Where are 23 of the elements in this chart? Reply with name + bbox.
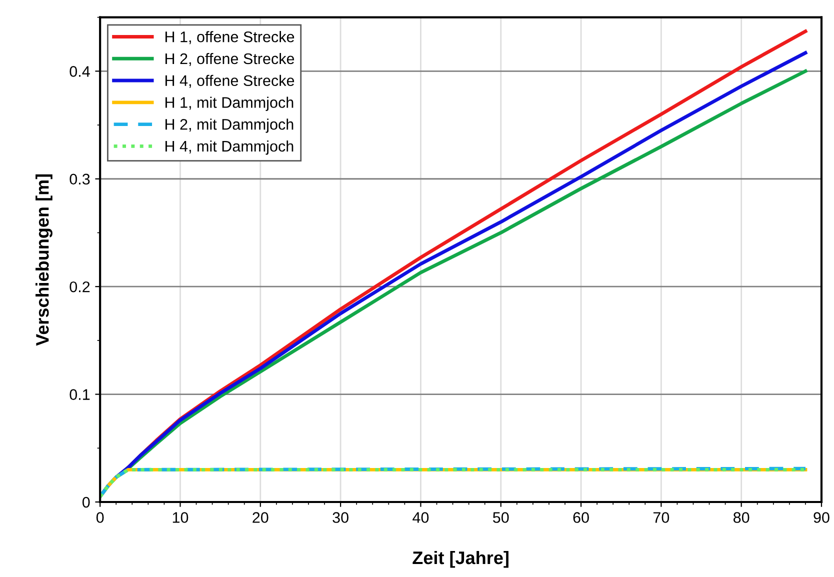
- y-tick-label: 0.2: [70, 281, 90, 292]
- y-tick-label: 0.3: [70, 174, 90, 185]
- legend-label: H 1, offene Strecke: [166, 31, 294, 44]
- legend-label: H 2, mit Dammjoch: [166, 118, 294, 133]
- legend-label: H 1, mit Dammjoch: [166, 96, 294, 111]
- y-tick-label: 0.1: [70, 389, 90, 400]
- x-tick-label: 50: [492, 512, 509, 523]
- x-tick-label: 90: [814, 512, 830, 523]
- y-tick-label: 0: [82, 496, 90, 508]
- x-tick-label: 70: [653, 512, 670, 523]
- x-tick-label: 0: [96, 512, 104, 523]
- y-axis-title: Verschiebungen [m]: [36, 174, 52, 346]
- legend-label: H 4, mit Dammjoch: [166, 140, 294, 155]
- x-tick-label: 80: [734, 512, 750, 523]
- x-tick-label: 30: [332, 512, 348, 523]
- x-tick-label: 10: [172, 512, 188, 523]
- y-tick-label: 0.4: [70, 66, 90, 77]
- x-axis-title: Zeit [Jahre]: [412, 550, 508, 568]
- x-tick-label: 20: [252, 512, 268, 523]
- legend-label: H 2, offene Strecke: [166, 52, 294, 66]
- legend-label: H 4, offene Strecke: [166, 74, 294, 88]
- x-tick-label: 60: [573, 512, 589, 523]
- x-tick-label: 40: [412, 512, 429, 523]
